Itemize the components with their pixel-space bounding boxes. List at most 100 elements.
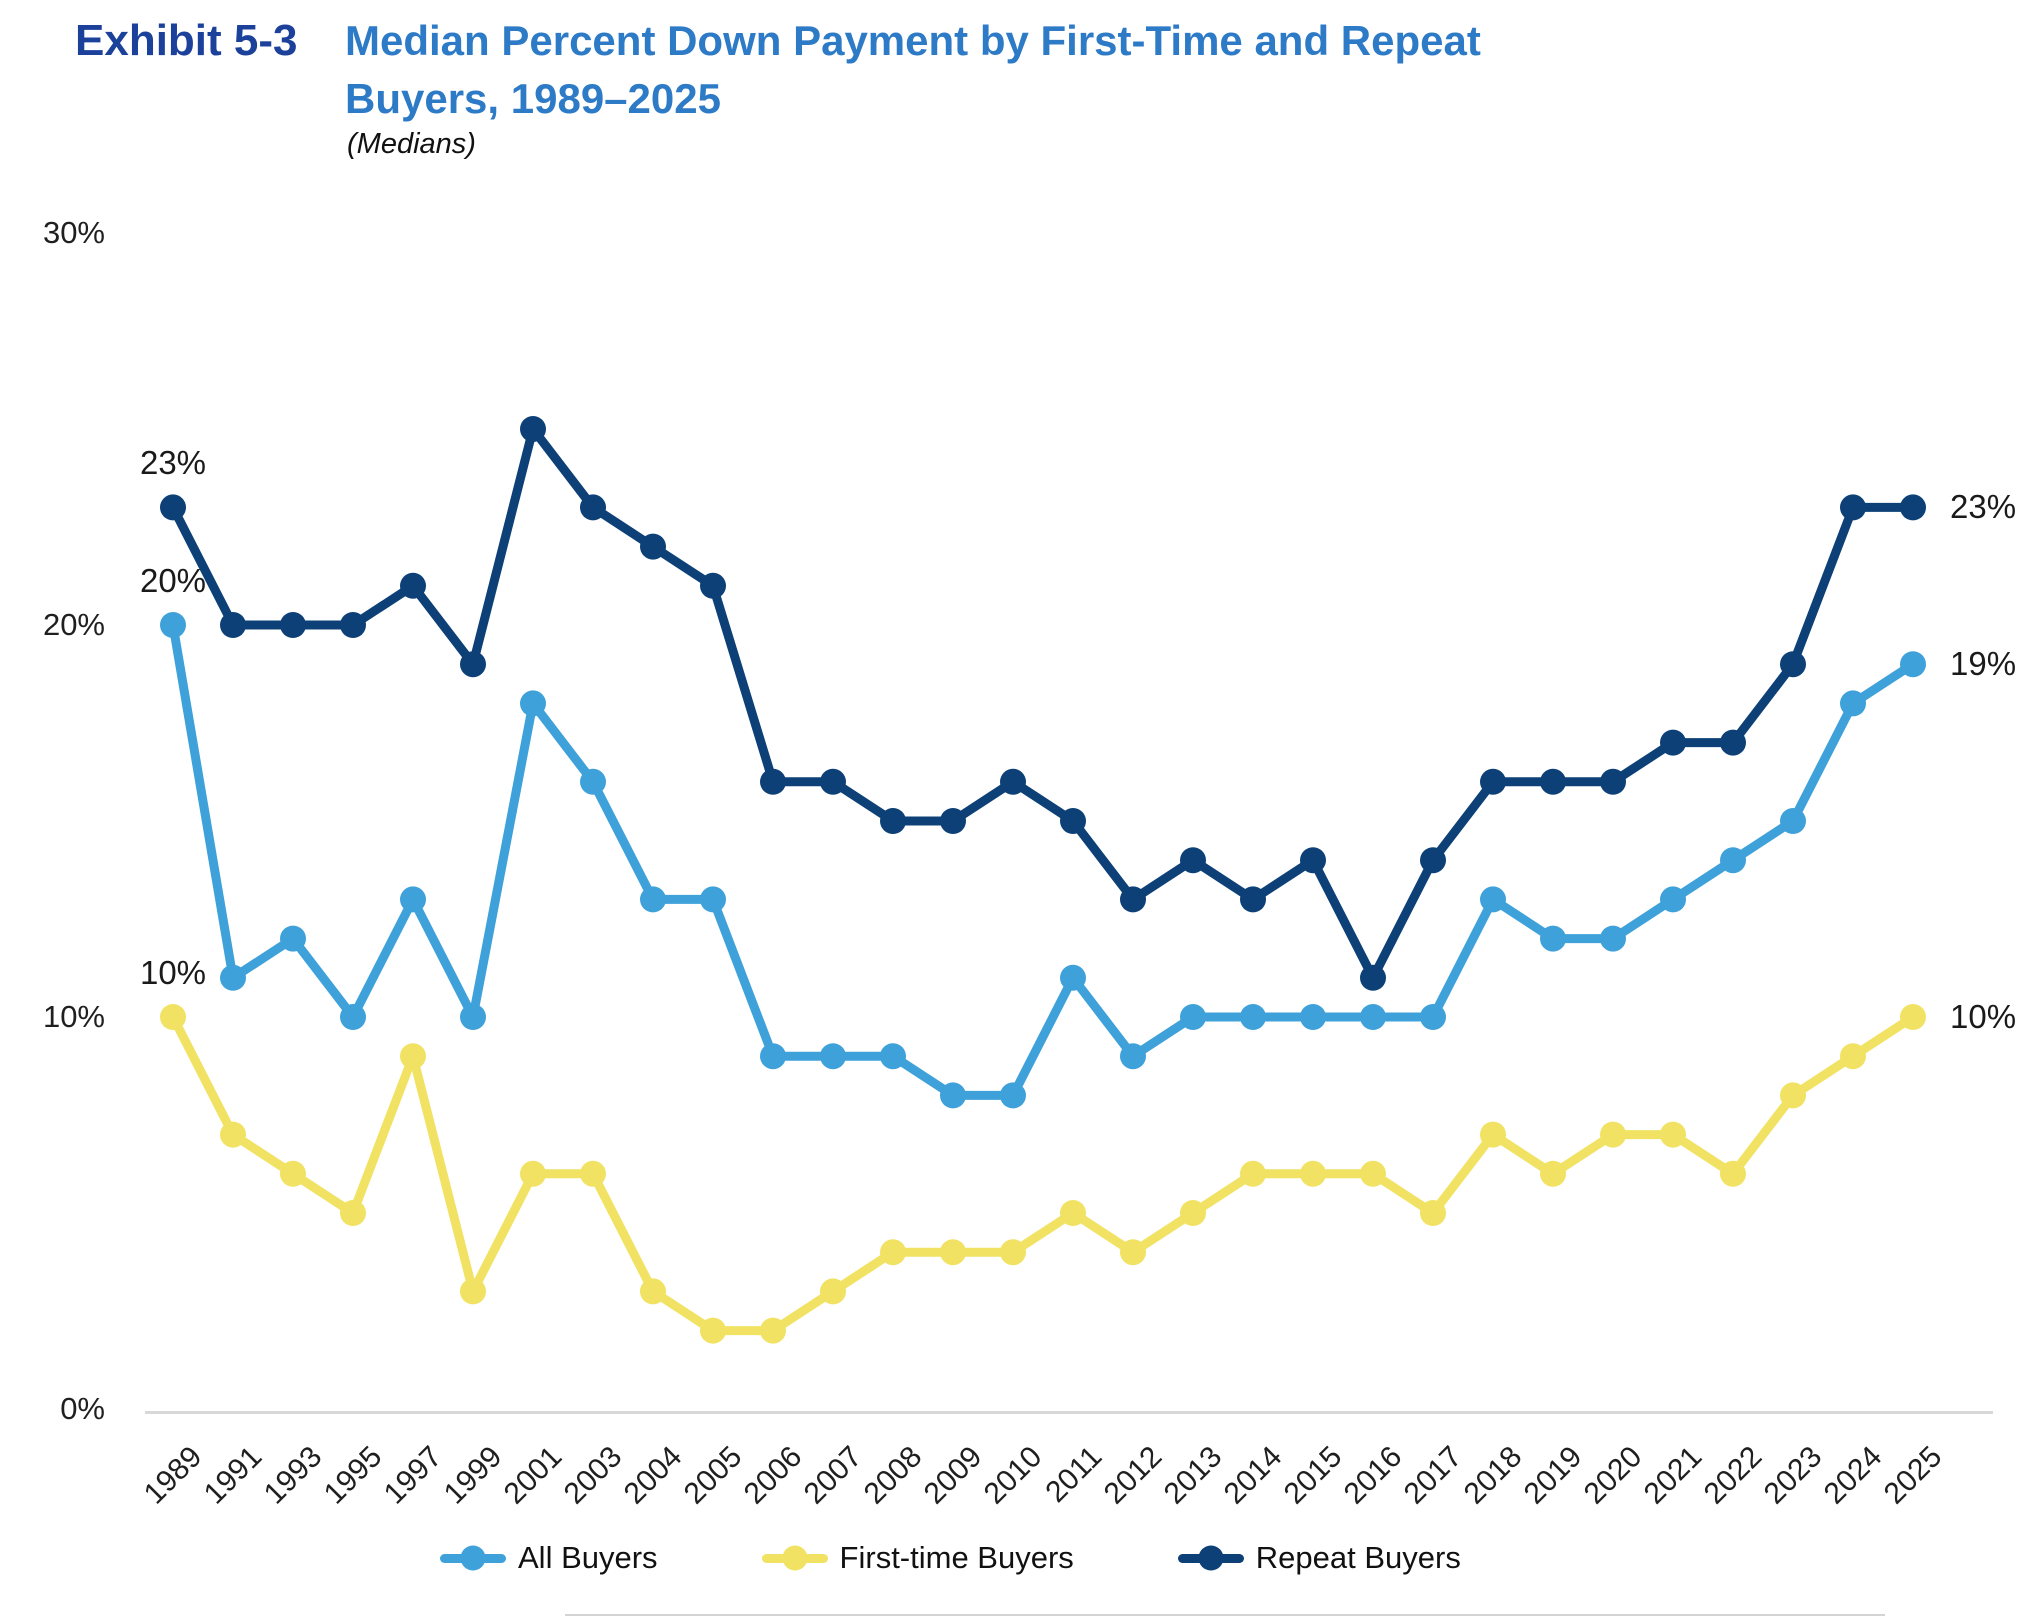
legend-marker-all-buyers-icon [440,1545,506,1571]
point-first-time-buyers-2019 [1540,1160,1566,1187]
point-first-time-buyers-1995 [340,1200,366,1226]
point-all-buyers-2011 [1060,964,1086,991]
point-first-time-buyers-2018 [1480,1121,1506,1148]
point-first-time-buyers-2024 [1840,1043,1866,1070]
point-repeat-buyers-2021 [1660,729,1686,756]
chart-title-line1: Median Percent Down Payment by First-Tim… [345,17,1481,64]
legend-marker-repeat-buyers-icon [1177,1545,1244,1571]
point-first-time-buyers-2013 [1180,1200,1206,1226]
point-first-time-buyers-2008 [880,1239,906,1266]
point-first-time-buyers-1993 [280,1160,306,1187]
point-first-time-buyers-2014 [1240,1160,1266,1187]
point-repeat-buyers-2024 [1840,494,1866,521]
point-repeat-buyers-2013 [1180,847,1206,874]
point-all-buyers-2009 [940,1082,966,1109]
chart-legend: All Buyers First-time Buyers Repeat Buyers [440,1540,1461,1576]
line-all-buyers [168,620,1918,1100]
point-all-buyers-2004 [640,886,666,913]
point-label-repeat-buyers-1989: 23% [139,444,207,482]
x-axis-line [145,1411,1993,1414]
point-repeat-buyers-2006 [760,768,786,795]
point-first-time-buyers-2011 [1060,1200,1086,1226]
legend-item-all-buyers: All Buyers [440,1540,658,1576]
point-first-time-buyers-2016 [1360,1160,1386,1187]
point-repeat-buyers-1997 [400,572,426,599]
point-first-time-buyers-2021 [1660,1121,1686,1148]
chart-subtitle: (Medians) [347,128,476,160]
point-all-buyers-2003 [580,768,606,795]
y-tick-10: 10% [42,999,105,1034]
point-all-buyers-1999 [460,1004,486,1030]
point-first-time-buyers-2003 [580,1160,606,1187]
point-repeat-buyers-2022 [1720,729,1746,756]
point-all-buyers-2019 [1540,925,1566,952]
point-label-all-buyers-2025: 19% [1950,645,2017,683]
point-all-buyers-2013 [1180,1004,1206,1030]
point-label-repeat-buyers-2025: 23% [1950,488,2017,526]
point-repeat-buyers-2003 [580,494,606,521]
point-all-buyers-2006 [760,1043,786,1070]
point-all-buyers-2023 [1780,808,1806,834]
point-first-time-buyers-2009 [940,1239,966,1266]
legend-dot-first-time-buyers-icon [782,1545,808,1571]
point-repeat-buyers-2005 [700,572,726,599]
point-repeat-buyers-1999 [460,651,486,678]
point-all-buyers-1995 [340,1004,366,1030]
chart-title: Median Percent Down Payment by First-Tim… [345,12,1605,128]
point-first-time-buyers-2023 [1780,1082,1806,1109]
point-first-time-buyers-2015 [1300,1160,1326,1187]
point-all-buyers-2020 [1600,925,1626,952]
point-all-buyers-2012 [1120,1043,1146,1070]
point-all-buyers-2021 [1660,886,1686,913]
point-first-time-buyers-1999 [460,1278,486,1305]
legend-item-first-time-buyers: First-time Buyers [761,1540,1074,1576]
point-first-time-buyers-1997 [400,1043,426,1070]
legend-dot-repeat-buyers-icon [1198,1545,1224,1571]
point-repeat-buyers-2018 [1480,768,1506,795]
point-repeat-buyers-2015 [1300,847,1326,874]
y-tick-20: 20% [42,607,105,642]
point-repeat-buyers-1989 [160,494,186,521]
point-all-buyers-2007 [820,1043,846,1070]
legend-marker-first-time-buyers-icon [761,1545,828,1571]
point-first-time-buyers-2004 [640,1278,666,1305]
line-first-time-buyers [168,1012,1918,1336]
point-first-time-buyers-2022 [1720,1160,1746,1187]
point-first-time-buyers-2007 [820,1278,846,1305]
point-all-buyers-1989 [160,612,186,638]
point-all-buyers-1997 [400,886,426,913]
point-repeat-buyers-2019 [1540,768,1566,795]
point-all-buyers-2005 [700,886,726,913]
point-first-time-buyers-2010 [1000,1239,1026,1266]
legend-label-first-time-buyers: First-time Buyers [839,1540,1074,1575]
chart-title-line2: Buyers, 1989–2025 [345,74,721,122]
point-label-first-time-buyers-1989: 10% [139,954,207,991]
point-all-buyers-2014 [1240,1004,1266,1030]
point-all-buyers-2001 [520,690,546,717]
point-repeat-buyers-1995 [340,612,366,638]
point-repeat-buyers-2010 [1000,768,1026,795]
point-repeat-buyers-1993 [280,612,306,638]
point-repeat-buyers-2020 [1600,768,1626,795]
y-tick-0: 0% [60,1391,105,1426]
point-all-buyers-1991 [220,964,246,991]
y-tick-30: 30% [42,215,105,250]
point-all-buyers-1993 [280,925,306,952]
legend-label-all-buyers: All Buyers [518,1540,658,1575]
point-first-time-buyers-2020 [1600,1121,1626,1148]
point-all-buyers-2016 [1360,1004,1386,1030]
point-repeat-buyers-2009 [940,808,966,834]
point-repeat-buyers-2025 [1900,494,1926,521]
point-repeat-buyers-2007 [820,768,846,795]
point-first-time-buyers-1989 [160,1004,186,1030]
point-all-buyers-2024 [1840,690,1866,717]
point-repeat-buyers-2016 [1360,964,1386,991]
point-first-time-buyers-1991 [220,1121,246,1148]
point-all-buyers-2008 [880,1043,906,1070]
point-all-buyers-2018 [1480,886,1506,913]
point-repeat-buyers-2011 [1060,808,1086,834]
point-repeat-buyers-2012 [1120,886,1146,913]
point-repeat-buyers-2014 [1240,886,1266,913]
legend-item-repeat-buyers: Repeat Buyers [1177,1540,1461,1576]
